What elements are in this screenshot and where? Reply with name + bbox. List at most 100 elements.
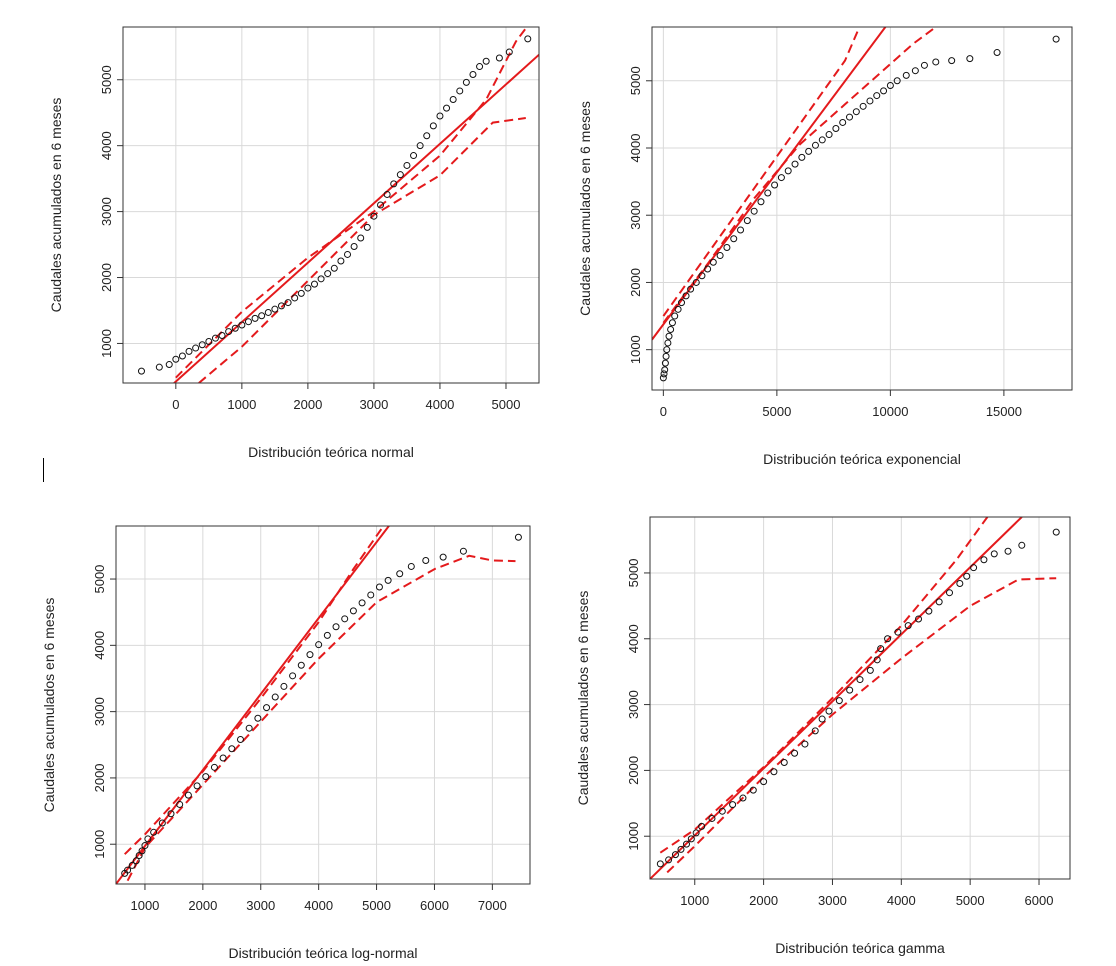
data-point [665, 856, 673, 864]
data-point [124, 866, 132, 874]
x-axis-title: Distribución teórica gamma [775, 940, 945, 956]
data-point [289, 672, 297, 680]
plot-frame [122, 26, 540, 384]
data-point [231, 324, 239, 332]
data-point [698, 272, 706, 280]
data-point [357, 234, 365, 242]
data-point [825, 131, 833, 139]
data-point [915, 615, 923, 623]
data-point [832, 125, 840, 133]
data-point [993, 49, 1001, 57]
data-point [737, 226, 745, 234]
data-point [449, 96, 457, 104]
data-point [873, 656, 881, 664]
data-point [244, 318, 252, 326]
data-point [667, 326, 675, 333]
data-point [363, 223, 371, 231]
data-point [225, 328, 233, 336]
y-axis-title: Caudales acumulados en 6 meses [48, 98, 64, 313]
data-point [846, 686, 854, 694]
chart-panel-3: 1000 2000 3000 4000 5000 6000 7000 1000 2000 3000… [41, 525, 531, 961]
data-point [852, 108, 860, 116]
data-point [258, 312, 266, 320]
data-point [873, 92, 881, 100]
chart-panel-1: 0 1000 2000 3000 4000 5000 1000 2000 3000 4000 500… [48, 26, 540, 460]
data-point [911, 67, 919, 75]
data-point [403, 161, 411, 169]
data-point [310, 280, 318, 288]
data-point [1018, 541, 1026, 549]
data-point [668, 319, 676, 327]
data-point [132, 857, 140, 865]
data-point [210, 763, 218, 771]
reference-line [650, 517, 1023, 879]
data-point [709, 258, 717, 266]
data-point [935, 598, 943, 606]
data-point [798, 153, 806, 161]
y-tick-label: 5000 [626, 558, 641, 587]
y-tick-label: 2000 [626, 756, 641, 785]
data-point [367, 591, 375, 599]
data-point [251, 314, 259, 322]
data-point [277, 302, 285, 310]
data-point [784, 167, 792, 175]
data-point [687, 285, 695, 293]
data-point [324, 270, 332, 278]
data-point [219, 754, 227, 762]
data-point [436, 112, 444, 120]
data-point [729, 801, 737, 809]
chart-panel-2: 0 5000 10000 15000 1000 2000 3000 4000 5000 Distr… [577, 26, 1073, 467]
data-point [708, 814, 716, 822]
data-point [886, 81, 894, 89]
x-tick-label: 5000 [956, 893, 985, 908]
data-point [990, 550, 998, 558]
data-point [825, 707, 833, 715]
data-point [1052, 35, 1060, 43]
y-tick-label: 2000 [92, 763, 107, 792]
x-axis-title: Distribución teórica exponencial [763, 451, 961, 467]
data-point [805, 147, 813, 155]
y-axis-title: Caudales acumulados en 6 meses [575, 591, 591, 806]
data-point [692, 829, 700, 837]
data-point [932, 58, 940, 66]
data-point [317, 275, 325, 283]
data-point [423, 132, 431, 140]
y-axis-title: Caudales acumulados en 6 meses [41, 598, 57, 813]
data-point [377, 201, 385, 209]
data-point [429, 122, 437, 130]
x-tick-label: 10000 [872, 404, 908, 419]
data-point [730, 235, 738, 243]
y-tick-label: 4000 [626, 624, 641, 653]
data-point [674, 305, 682, 313]
data-point [856, 676, 864, 684]
data-point [791, 749, 799, 757]
data-point [656, 860, 664, 868]
data-point [128, 861, 136, 869]
plot-frame [649, 516, 1071, 880]
data-point [894, 628, 902, 636]
x-axis-title: Distribución teórica log-normal [228, 945, 417, 961]
data-point [514, 533, 522, 541]
y-axis-title: Caudales acumulados en 6 meses [577, 101, 593, 316]
data-point [396, 171, 404, 179]
y-tick-label: 1000 [626, 822, 641, 851]
data-point [184, 791, 192, 799]
data-point [770, 768, 778, 776]
y-tick-label: 1000 [628, 335, 643, 364]
data-point [524, 35, 532, 43]
data-point [254, 714, 262, 722]
data-point [271, 305, 279, 313]
data-point [1004, 547, 1012, 555]
data-point [818, 715, 826, 723]
data-point [970, 564, 978, 572]
data-point [165, 361, 173, 369]
x-axis-title: Distribución teórica normal [248, 444, 414, 460]
data-point [880, 87, 888, 95]
data-point [218, 332, 226, 340]
reference-line [172, 53, 539, 383]
data-point [777, 174, 785, 182]
y-tick-label: 5000 [92, 565, 107, 594]
data-point [482, 57, 490, 65]
y-tick-label: 3000 [628, 201, 643, 230]
